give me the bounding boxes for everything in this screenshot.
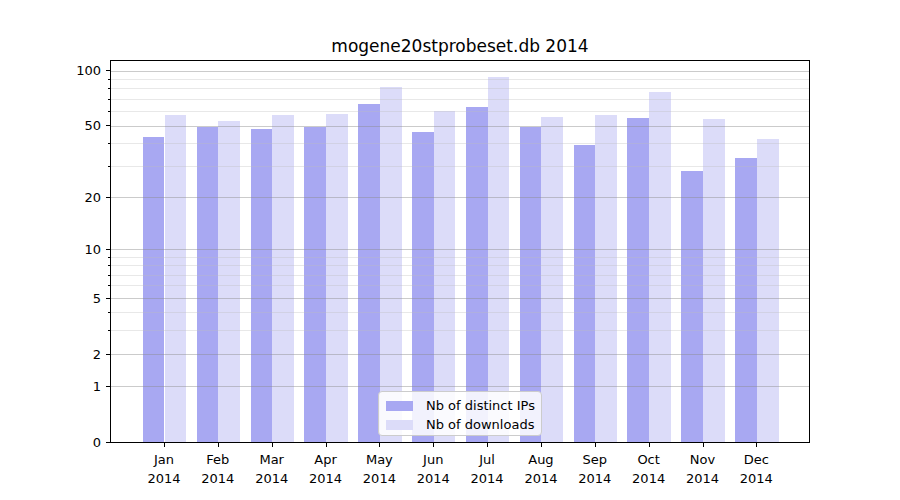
minor-gridline-3 bbox=[111, 330, 809, 331]
major-gridline-2 bbox=[111, 354, 809, 355]
bar-downloads-apr bbox=[326, 114, 348, 442]
y-minor-tick-mark-4 bbox=[108, 312, 110, 313]
y-tick-label-50: 50 bbox=[0, 119, 101, 132]
bar-distinct-ips-may bbox=[358, 104, 380, 443]
x-tick-mark-jul bbox=[487, 443, 488, 447]
bar-distinct-ips-sep bbox=[574, 145, 596, 442]
bar-downloads-oct bbox=[649, 92, 671, 442]
x-tick-mark-nov bbox=[703, 443, 704, 447]
x-tick-mark-jan bbox=[164, 443, 165, 447]
minor-gridline-70 bbox=[111, 99, 809, 100]
y-minor-tick-mark-7 bbox=[108, 275, 110, 276]
x-tick-mark-may bbox=[379, 443, 380, 447]
minor-gridline-80 bbox=[111, 88, 809, 89]
y-minor-tick-mark-40 bbox=[108, 143, 110, 144]
x-tick-mark-aug bbox=[541, 443, 542, 447]
legend-item-downloads: Nb of downloads bbox=[386, 415, 541, 434]
y-minor-tick-mark-6 bbox=[108, 285, 110, 286]
legend-label-distinct-ips: Nb of distinct IPs bbox=[426, 398, 535, 413]
x-tick-mark-feb bbox=[218, 443, 219, 447]
major-gridline-100 bbox=[111, 71, 809, 72]
minor-gridline-90 bbox=[111, 79, 809, 80]
minor-gridline-9 bbox=[111, 257, 809, 258]
bar-downloads-jan bbox=[165, 115, 187, 442]
chart-canvas: mogene20stprobeset.db 2014 0 1 2 5 10 20 50 100… bbox=[0, 0, 900, 500]
minor-gridline-40 bbox=[111, 143, 809, 144]
y-tick-mark-5 bbox=[106, 298, 110, 299]
x-tick-mark-mar bbox=[272, 443, 273, 447]
y-tick-mark-100 bbox=[106, 70, 110, 71]
y-tick-mark-20 bbox=[106, 197, 110, 198]
y-tick-label-2: 2 bbox=[0, 347, 101, 360]
y-tick-mark-0 bbox=[106, 442, 110, 443]
y-tick-label-5: 5 bbox=[0, 291, 101, 304]
y-minor-tick-mark-3 bbox=[108, 330, 110, 331]
major-gridline-20 bbox=[111, 197, 809, 198]
bar-distinct-ips-nov bbox=[681, 171, 703, 442]
minor-gridline-30 bbox=[111, 166, 809, 167]
minor-gridline-60 bbox=[111, 111, 809, 112]
x-tick-mark-jun bbox=[433, 443, 434, 447]
x-tick-label-line: 2014 bbox=[724, 469, 788, 488]
major-gridline-1 bbox=[111, 386, 809, 387]
legend-label-downloads: Nb of downloads bbox=[426, 417, 534, 432]
y-tick-label-1: 1 bbox=[0, 380, 101, 393]
x-tick-mark-dec bbox=[756, 443, 757, 447]
y-minor-tick-mark-60 bbox=[108, 111, 110, 112]
major-gridline-10 bbox=[111, 249, 809, 250]
y-tick-mark-1 bbox=[106, 386, 110, 387]
bar-downloads-dec bbox=[757, 139, 779, 442]
y-minor-tick-mark-30 bbox=[108, 166, 110, 167]
legend: Nb of distinct IPs Nb of downloads bbox=[378, 391, 542, 436]
y-tick-mark-50 bbox=[106, 125, 110, 126]
chart-title: mogene20stprobeset.db 2014 bbox=[110, 36, 810, 56]
major-gridline-50 bbox=[111, 126, 809, 127]
x-tick-mark-sep bbox=[595, 443, 596, 447]
legend-item-distinct-ips: Nb of distinct IPs bbox=[386, 396, 541, 415]
legend-swatch-distinct-ips bbox=[386, 401, 413, 411]
x-tick-mark-oct bbox=[649, 443, 650, 447]
minor-gridline-7 bbox=[111, 275, 809, 276]
y-tick-mark-10 bbox=[106, 249, 110, 250]
bar-downloads-feb bbox=[218, 121, 240, 442]
y-tick-label-100: 100 bbox=[0, 64, 101, 77]
y-tick-mark-2 bbox=[106, 354, 110, 355]
bar-downloads-jul bbox=[488, 77, 510, 442]
y-tick-label-10: 10 bbox=[0, 242, 101, 255]
legend-swatch-downloads bbox=[386, 420, 413, 430]
x-tick-label-line: Dec bbox=[724, 450, 788, 469]
plot-area bbox=[110, 60, 810, 443]
bar-downloads-mar bbox=[272, 115, 294, 442]
y-minor-tick-mark-90 bbox=[108, 79, 110, 80]
x-tick-label-dec: Dec2014 bbox=[724, 450, 788, 488]
bar-downloads-nov bbox=[703, 119, 725, 442]
y-tick-label-0: 0 bbox=[0, 436, 101, 449]
bar-distinct-ips-oct bbox=[627, 118, 649, 442]
y-minor-tick-mark-80 bbox=[108, 88, 110, 89]
y-minor-tick-mark-8 bbox=[108, 265, 110, 266]
bar-distinct-ips-jan bbox=[143, 137, 165, 442]
y-tick-label-20: 20 bbox=[0, 190, 101, 203]
bar-downloads-sep bbox=[595, 115, 617, 442]
x-tick-mark-apr bbox=[326, 443, 327, 447]
y-minor-tick-mark-9 bbox=[108, 257, 110, 258]
y-minor-tick-mark-70 bbox=[108, 99, 110, 100]
bar-distinct-ips-dec bbox=[735, 158, 757, 442]
minor-gridline-8 bbox=[111, 265, 809, 266]
major-gridline-5 bbox=[111, 298, 809, 299]
minor-gridline-4 bbox=[111, 312, 809, 313]
minor-gridline-6 bbox=[111, 285, 809, 286]
